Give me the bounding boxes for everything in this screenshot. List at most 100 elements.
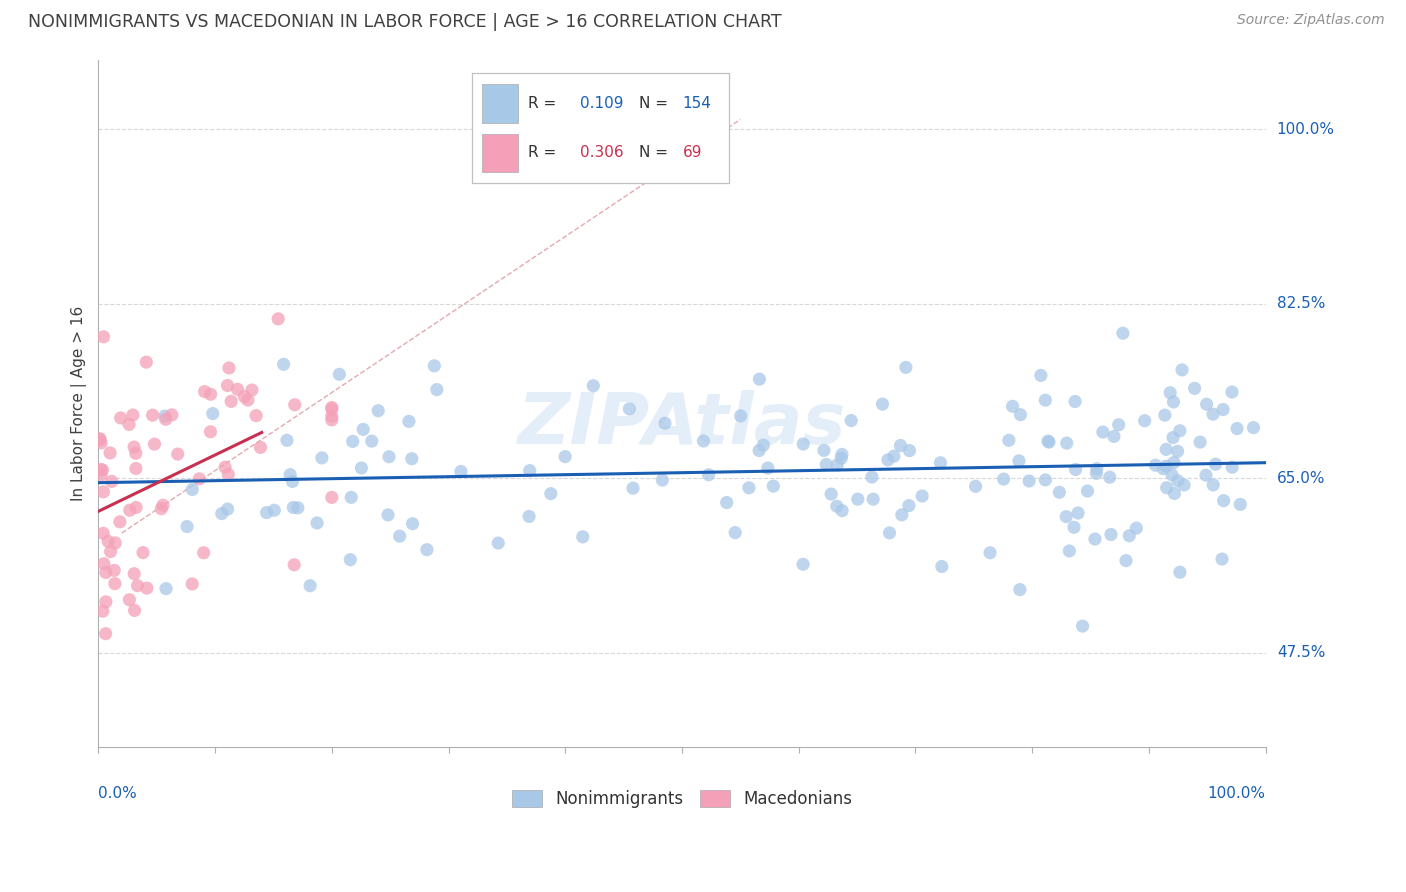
Point (519, 464, 541, 478)
Point (118, 417, 141, 432)
Point (619, 401, 641, 416)
Point (1167, 444, 1189, 458)
Point (792, 558, 814, 572)
Point (93, 484, 115, 499)
Point (352, 422, 374, 436)
Point (91, 526, 114, 541)
Point (339, 552, 361, 566)
Point (214, 460, 236, 475)
Point (1102, 429, 1125, 443)
Point (1202, 478, 1225, 492)
Point (831, 504, 853, 518)
Point (401, 451, 423, 466)
Point (284, 398, 307, 412)
Point (1220, 385, 1243, 400)
Point (122, 566, 145, 581)
Point (143, 437, 166, 451)
Point (540, 486, 562, 500)
Point (236, 392, 259, 407)
Point (1156, 481, 1178, 495)
Text: 65.0%: 65.0% (1277, 471, 1326, 486)
Point (1059, 544, 1081, 558)
Point (90, 462, 112, 476)
Point (152, 498, 174, 512)
Point (118, 503, 141, 517)
Point (122, 408, 145, 422)
Point (125, 461, 148, 475)
Point (249, 441, 271, 455)
Point (150, 501, 173, 516)
Point (89, 432, 111, 446)
Point (1063, 520, 1085, 534)
Point (401, 516, 423, 531)
Point (321, 401, 343, 415)
Point (377, 508, 399, 522)
Point (716, 495, 738, 509)
Point (825, 458, 848, 472)
Point (911, 489, 934, 503)
Point (1047, 485, 1070, 500)
Point (350, 461, 373, 475)
Point (218, 361, 240, 376)
Point (1035, 473, 1057, 487)
Point (1108, 417, 1130, 432)
Point (321, 491, 343, 505)
Point (1054, 509, 1077, 524)
Point (450, 465, 472, 479)
Point (1173, 478, 1195, 492)
Y-axis label: In Labor Force | Age > 16: In Labor Force | Age > 16 (72, 306, 87, 501)
Point (1195, 468, 1218, 483)
Point (830, 451, 852, 466)
Point (104, 576, 127, 591)
Point (1195, 397, 1218, 411)
Point (929, 456, 952, 470)
Point (1018, 474, 1040, 488)
Point (240, 383, 263, 397)
Point (571, 530, 593, 544)
Point (1168, 424, 1191, 438)
Point (94, 626, 117, 640)
Point (416, 542, 439, 557)
Point (582, 378, 605, 392)
Point (839, 413, 862, 427)
Text: ZIPAtlas: ZIPAtlas (517, 390, 846, 458)
Point (1220, 460, 1243, 475)
Point (1010, 408, 1032, 422)
Point (1067, 506, 1090, 520)
Point (1008, 454, 1031, 468)
Point (965, 479, 987, 493)
Point (860, 470, 883, 484)
Point (1161, 431, 1184, 445)
Point (931, 559, 953, 574)
Point (93, 557, 115, 571)
Point (181, 483, 204, 497)
Point (1098, 470, 1121, 484)
Point (862, 492, 884, 507)
Point (651, 473, 673, 487)
Point (1071, 619, 1094, 633)
Point (233, 390, 256, 404)
Point (898, 443, 921, 458)
Point (217, 378, 239, 392)
Text: 100.0%: 100.0% (1208, 786, 1265, 801)
Point (426, 383, 449, 397)
Point (201, 407, 224, 421)
Point (153, 409, 176, 423)
Text: 100.0%: 100.0% (1277, 122, 1334, 136)
Point (200, 387, 222, 401)
Point (846, 492, 869, 507)
Point (94, 595, 117, 609)
Point (245, 409, 267, 423)
Legend: Nonimmigrants, Macedonians: Nonimmigrants, Macedonians (505, 783, 859, 814)
Point (321, 401, 343, 416)
Point (1159, 385, 1181, 400)
Point (267, 311, 290, 326)
Point (104, 536, 127, 550)
Point (89, 433, 111, 447)
Point (486, 536, 509, 550)
Point (367, 403, 389, 417)
Point (305, 516, 328, 530)
Text: 0.0%: 0.0% (98, 786, 138, 801)
Point (1008, 582, 1031, 597)
Point (993, 472, 1015, 486)
